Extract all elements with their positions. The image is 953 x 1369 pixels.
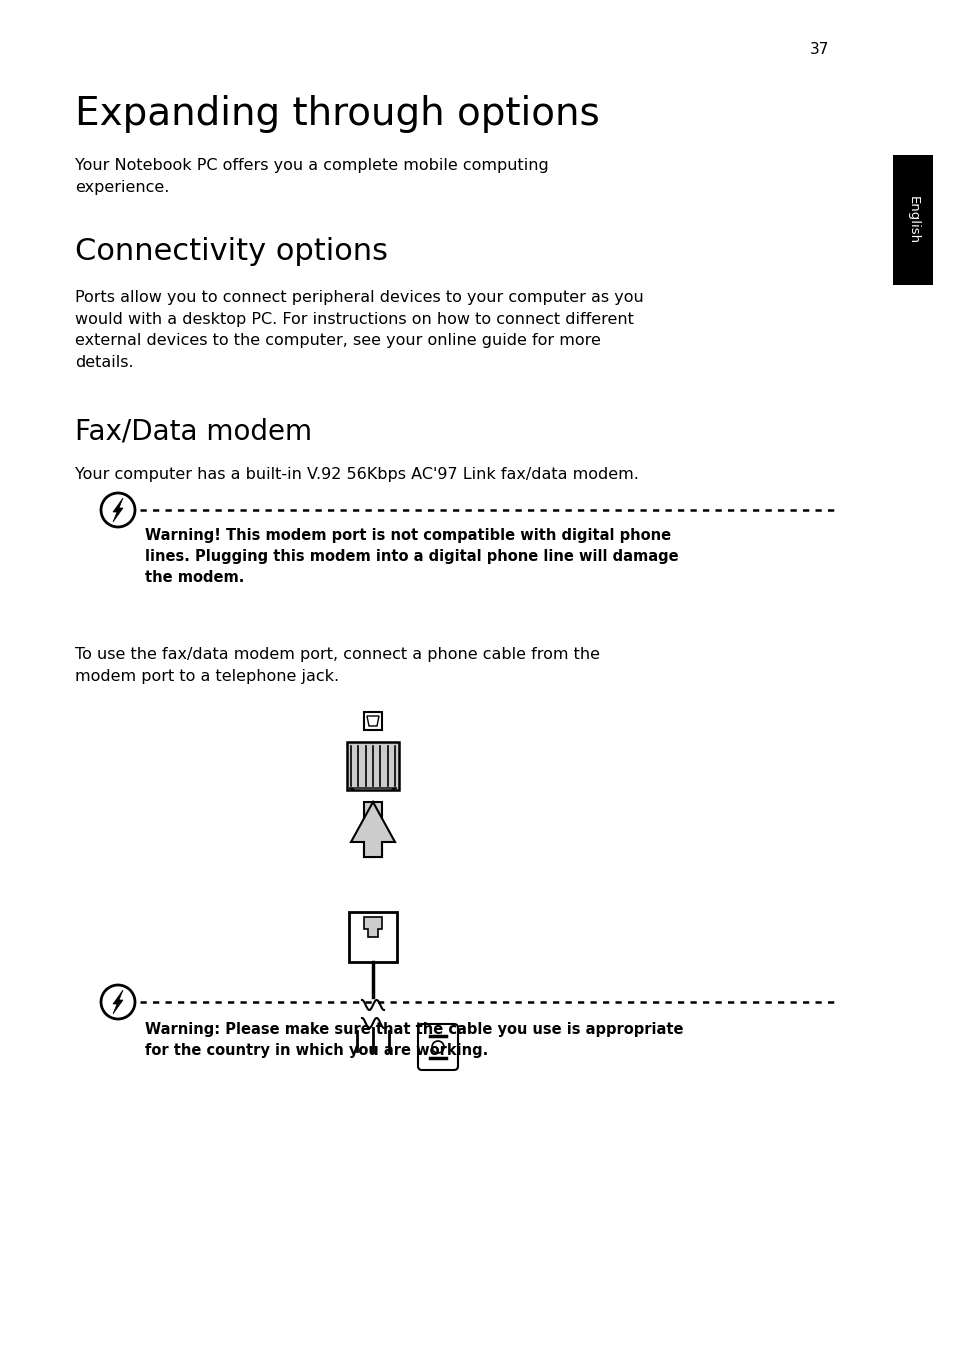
Circle shape	[432, 1040, 443, 1053]
Text: Ports allow you to connect peripheral devices to your computer as you
would with: Ports allow you to connect peripheral de…	[75, 290, 643, 370]
Text: Your computer has a built-in V.92 56Kbps AC'97 Link fax/data modem.: Your computer has a built-in V.92 56Kbps…	[75, 467, 639, 482]
Polygon shape	[349, 789, 396, 790]
Polygon shape	[367, 716, 378, 726]
Polygon shape	[351, 802, 395, 857]
Text: Warning! This modem port is not compatible with digital phone
lines. Plugging th: Warning! This modem port is not compatib…	[145, 528, 678, 585]
Text: Connectivity options: Connectivity options	[75, 237, 388, 266]
Text: To use the fax/data modem port, connect a phone cable from the
modem port to a t: To use the fax/data modem port, connect …	[75, 648, 599, 683]
Text: Your Notebook PC offers you a complete mobile computing
experience.: Your Notebook PC offers you a complete m…	[75, 157, 548, 194]
Text: Fax/Data modem: Fax/Data modem	[75, 418, 312, 446]
Text: 37: 37	[809, 42, 829, 57]
Bar	[347, 742, 398, 790]
Polygon shape	[112, 990, 123, 1014]
Polygon shape	[364, 917, 381, 936]
Bar	[349, 912, 396, 962]
Polygon shape	[112, 498, 123, 522]
Bar	[364, 802, 381, 857]
Text: English: English	[905, 196, 919, 244]
FancyBboxPatch shape	[417, 1024, 457, 1071]
Bar	[364, 712, 381, 730]
Text: Warning: Please make sure that the cable you use is appropriate
for the country : Warning: Please make sure that the cable…	[145, 1023, 682, 1058]
Text: Expanding through options: Expanding through options	[75, 94, 599, 133]
Bar	[892, 155, 932, 285]
